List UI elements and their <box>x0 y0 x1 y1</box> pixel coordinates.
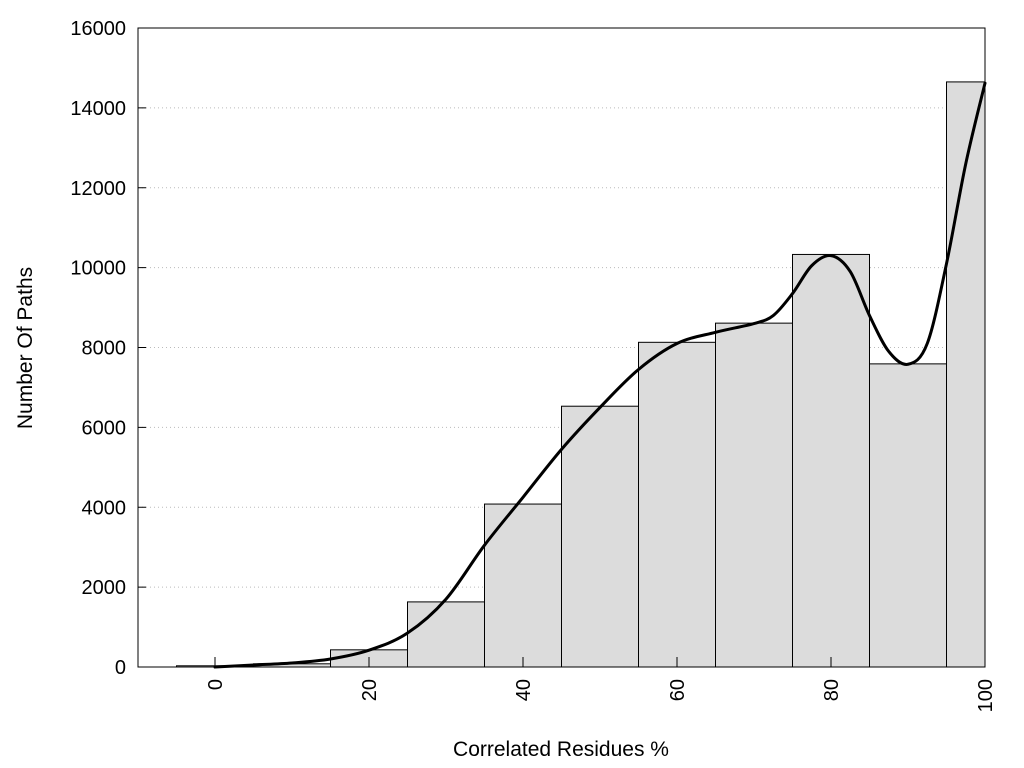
bar-9 <box>869 363 947 668</box>
y-axis-title: Number Of Paths <box>14 267 37 429</box>
x-axis-title: Correlated Residues % <box>453 738 669 761</box>
x-tick-label-5: 100 <box>975 679 997 712</box>
x-tick-label-3: 60 <box>667 679 689 701</box>
bar-7 <box>715 322 793 668</box>
x-tick-label-4: 80 <box>821 679 843 701</box>
y-tick-label-5: 10000 <box>70 258 126 280</box>
y-tick-label-0: 0 <box>115 657 126 679</box>
plot-frame <box>137 27 986 668</box>
bar-8 <box>792 253 870 668</box>
y-tick-label-2: 4000 <box>82 497 127 519</box>
bar-5 <box>561 405 639 668</box>
y-tick-label-1: 2000 <box>82 577 127 599</box>
smoothed-curve-line <box>213 81 987 669</box>
x-tick-label-0: 0 <box>205 679 227 690</box>
y-tick-label-6: 12000 <box>70 178 126 200</box>
x-tick-label-2: 40 <box>513 679 535 701</box>
x-tick-label-1: 20 <box>359 679 381 701</box>
y-tick-label-8: 16000 <box>70 18 126 40</box>
bar-3 <box>407 601 485 668</box>
y-tick-labels: 0 2000 4000 6000 8000 10000 12000 14000 16000 <box>70 18 126 679</box>
bars <box>176 81 986 668</box>
y-tick-label-7: 14000 <box>70 98 126 120</box>
bar-6 <box>638 341 716 668</box>
y-tick-label-4: 8000 <box>82 338 127 360</box>
y-tick-label-3: 6000 <box>82 417 127 439</box>
bar-10 <box>946 81 986 668</box>
x-tick-labels: 0 20 40 60 80 100 <box>205 679 997 712</box>
